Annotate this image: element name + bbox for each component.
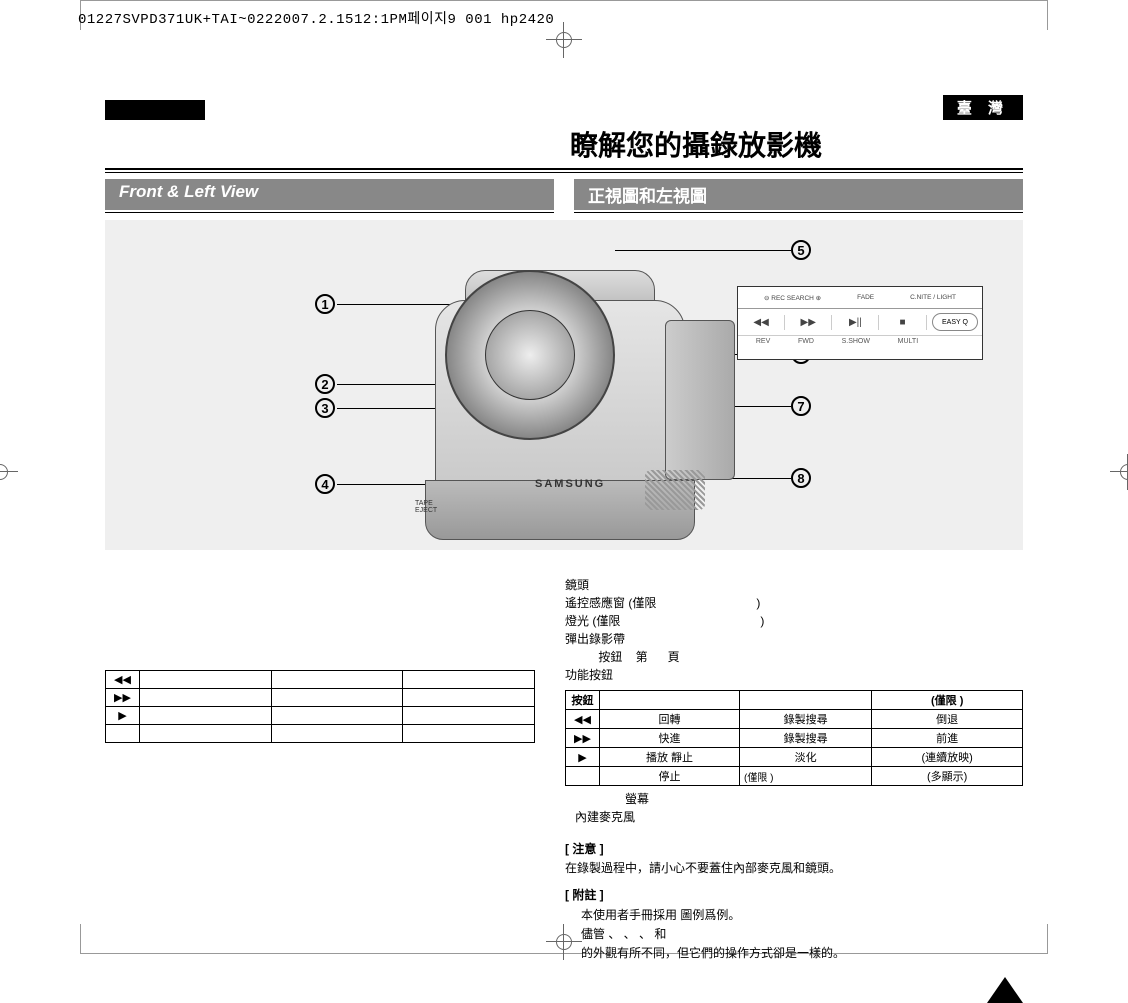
region-badge: 臺 灣 [943, 95, 1023, 120]
panel-label-fade: FADE [857, 294, 874, 301]
rew-icon: ◀◀ [566, 710, 600, 729]
remark-heading: [ 附註 ] [565, 886, 1023, 905]
panel-btn-rew: ◀◀ [738, 315, 785, 330]
function-button-table: 按鈕 (僅限 ) ◀◀ 回轉 錄製搜尋 倒退 ▶▶ 快進 錄製搜尋 前進 [565, 690, 1023, 786]
stop-icon [566, 767, 600, 786]
main-title: 瞭解您的攝錄放影機 [570, 124, 1023, 164]
callout-1: 1 [315, 294, 335, 314]
camera-diagram: 1 2 3 4 5 6 7 8 SAMSUNG TAPEEJECT [105, 220, 1023, 550]
remark-line-1: 本使用者手冊採用 圖例爲例。 [565, 906, 1023, 925]
parts-list: 鏡頭 遙控感應窗 (僅限 ) 燈光 (僅限 ) 彈出錄影帶 按鈕 第 頁 功能按… [565, 576, 1023, 684]
callout-8: 8 [791, 468, 811, 488]
tape-eject-label: TAPEEJECT [415, 500, 437, 514]
left-button-table: ◀◀ ▶▶ ▶ [105, 670, 535, 743]
panel-btn-ff: ▶▶ [785, 315, 832, 330]
next-page-arrow-icon [987, 977, 1023, 1003]
english-label-placeholder [105, 100, 205, 120]
callout-2: 2 [315, 374, 335, 394]
below-table-list: 螢幕 內建麥克風 [565, 790, 1023, 826]
ff-icon: ▶▶ [566, 729, 600, 748]
panel-btn-play: ▶|| [832, 315, 879, 330]
panel-sub-fwd: FWD [798, 338, 814, 345]
control-panel: ⊖ REC SEARCH ⊕ FADE C.NITE / LIGHT ◀◀ ▶▶… [737, 286, 983, 360]
panel-label-cnite: C.NITE / LIGHT [910, 294, 956, 301]
easy-q-button: EASY Q [932, 313, 978, 331]
panel-sub-multi: MULTI [898, 338, 918, 345]
remark-line-2: 儘管 、 、 、 和 [565, 925, 1023, 944]
callout-3: 3 [315, 398, 335, 418]
panel-sub-rev: REV [756, 338, 770, 345]
subheader-right: 正視圖和左視圖 [574, 179, 1023, 210]
caution-heading: [ 注意 ] [565, 840, 1023, 859]
header-code: 01227SVPD371UK+TAI~0222007.2.1512:1PM페이지… [78, 8, 554, 28]
play-icon: ▶ [566, 748, 600, 767]
callout-7: 7 [791, 396, 811, 416]
panel-sub-sshow: S.SHOW [842, 338, 870, 345]
panel-btn-stop: ■ [879, 315, 926, 330]
caution-text: 在錄製過程中，請小心不要蓋住內部麥克風和鏡頭。 [565, 859, 1023, 878]
subheader-left: Front & Left View [105, 179, 554, 210]
callout-5: 5 [791, 240, 811, 260]
camera-illustration: SAMSUNG TAPEEJECT [405, 240, 715, 540]
panel-label-recsearch: ⊖ REC SEARCH ⊕ [764, 294, 821, 302]
callout-4: 4 [315, 474, 335, 494]
brand-text: SAMSUNG [535, 478, 605, 490]
